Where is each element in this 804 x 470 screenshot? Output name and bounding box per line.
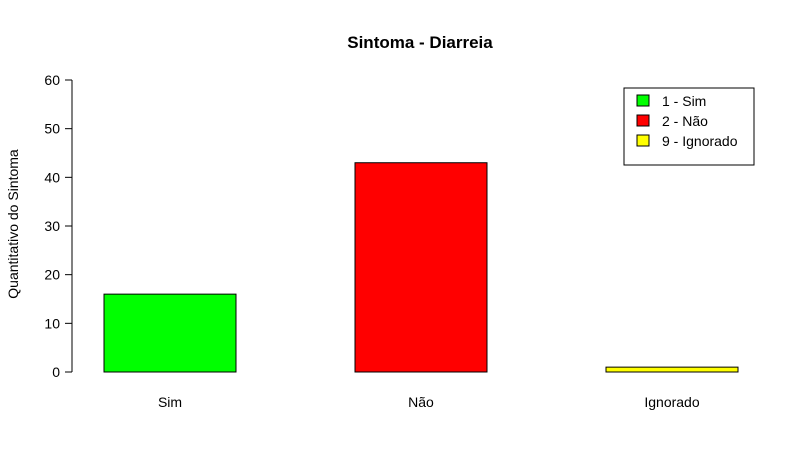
category-label: Sim <box>158 394 182 410</box>
y-tick-label: 50 <box>44 121 60 137</box>
legend-swatch <box>636 94 650 107</box>
bars <box>103 162 739 373</box>
y-axis-ticks: 0 10 20 30 40 50 60 <box>44 72 72 380</box>
chart-title: Sintoma - Diarreia <box>347 33 493 52</box>
bar-ignorado <box>605 366 739 373</box>
category-label: Não <box>408 394 434 410</box>
legend-swatch <box>636 134 650 147</box>
legend-label: 2 - Não <box>662 113 708 129</box>
y-tick-label: 30 <box>44 218 60 234</box>
y-tick-label: 10 <box>44 315 60 331</box>
category-labels: Sim Não Ignorado <box>158 394 700 410</box>
bar-sim <box>103 293 237 373</box>
y-axis-label: Quantitativo do Sintoma <box>5 149 21 299</box>
y-tick-label: 60 <box>44 72 60 88</box>
legend-label: 9 - Ignorado <box>662 133 738 149</box>
category-label: Ignorado <box>644 394 699 410</box>
y-tick-label: 20 <box>44 267 60 283</box>
legend-swatch <box>636 114 650 127</box>
legend-label: 1 - Sim <box>662 93 706 109</box>
bar-não <box>354 162 488 373</box>
y-tick-label: 40 <box>44 169 60 185</box>
legend: 1 - Sim 2 - Não 9 - Ignorado <box>623 87 755 166</box>
y-tick-label: 0 <box>52 364 60 380</box>
